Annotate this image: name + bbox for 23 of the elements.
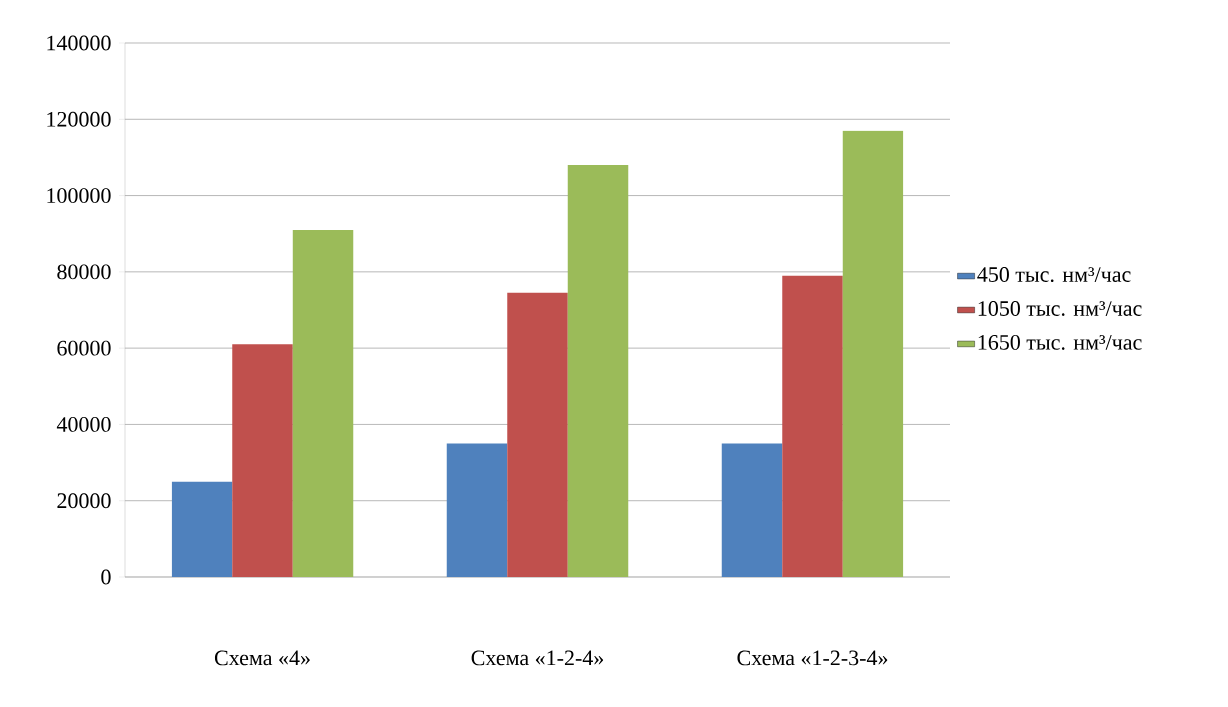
y-tick-label: 120000 [47,111,111,127]
legend-label: 1050 тыс. нм³/час [978,301,1142,316]
y-tick-label: 140000 [47,35,111,51]
bar [507,292,568,577]
x-tick-label: Схема «4» [214,650,310,666]
y-tick-label: 100000 [47,188,111,203]
y-tick-label: 80000 [57,264,111,280]
y-tick-label: 20000 [57,493,111,509]
y-tick-label: 60000 [57,340,111,356]
bar [721,443,783,577]
y-tick-label: 0 [101,569,111,585]
bar [171,481,233,577]
bar [842,130,904,577]
bar [232,344,293,577]
legend-label: 450 тыс. нм³/час [977,267,1131,283]
bar [782,275,843,577]
bar [567,165,629,577]
y-tick-label: 40000 [56,417,111,432]
x-tick-label: Схема «1-2-3-4» [737,650,888,666]
x-tick-label: Схема «1-2-4» [471,650,604,666]
legend-label: 1650 тыс. нм³/час [978,334,1142,350]
bar [446,443,508,577]
bar [292,229,354,577]
